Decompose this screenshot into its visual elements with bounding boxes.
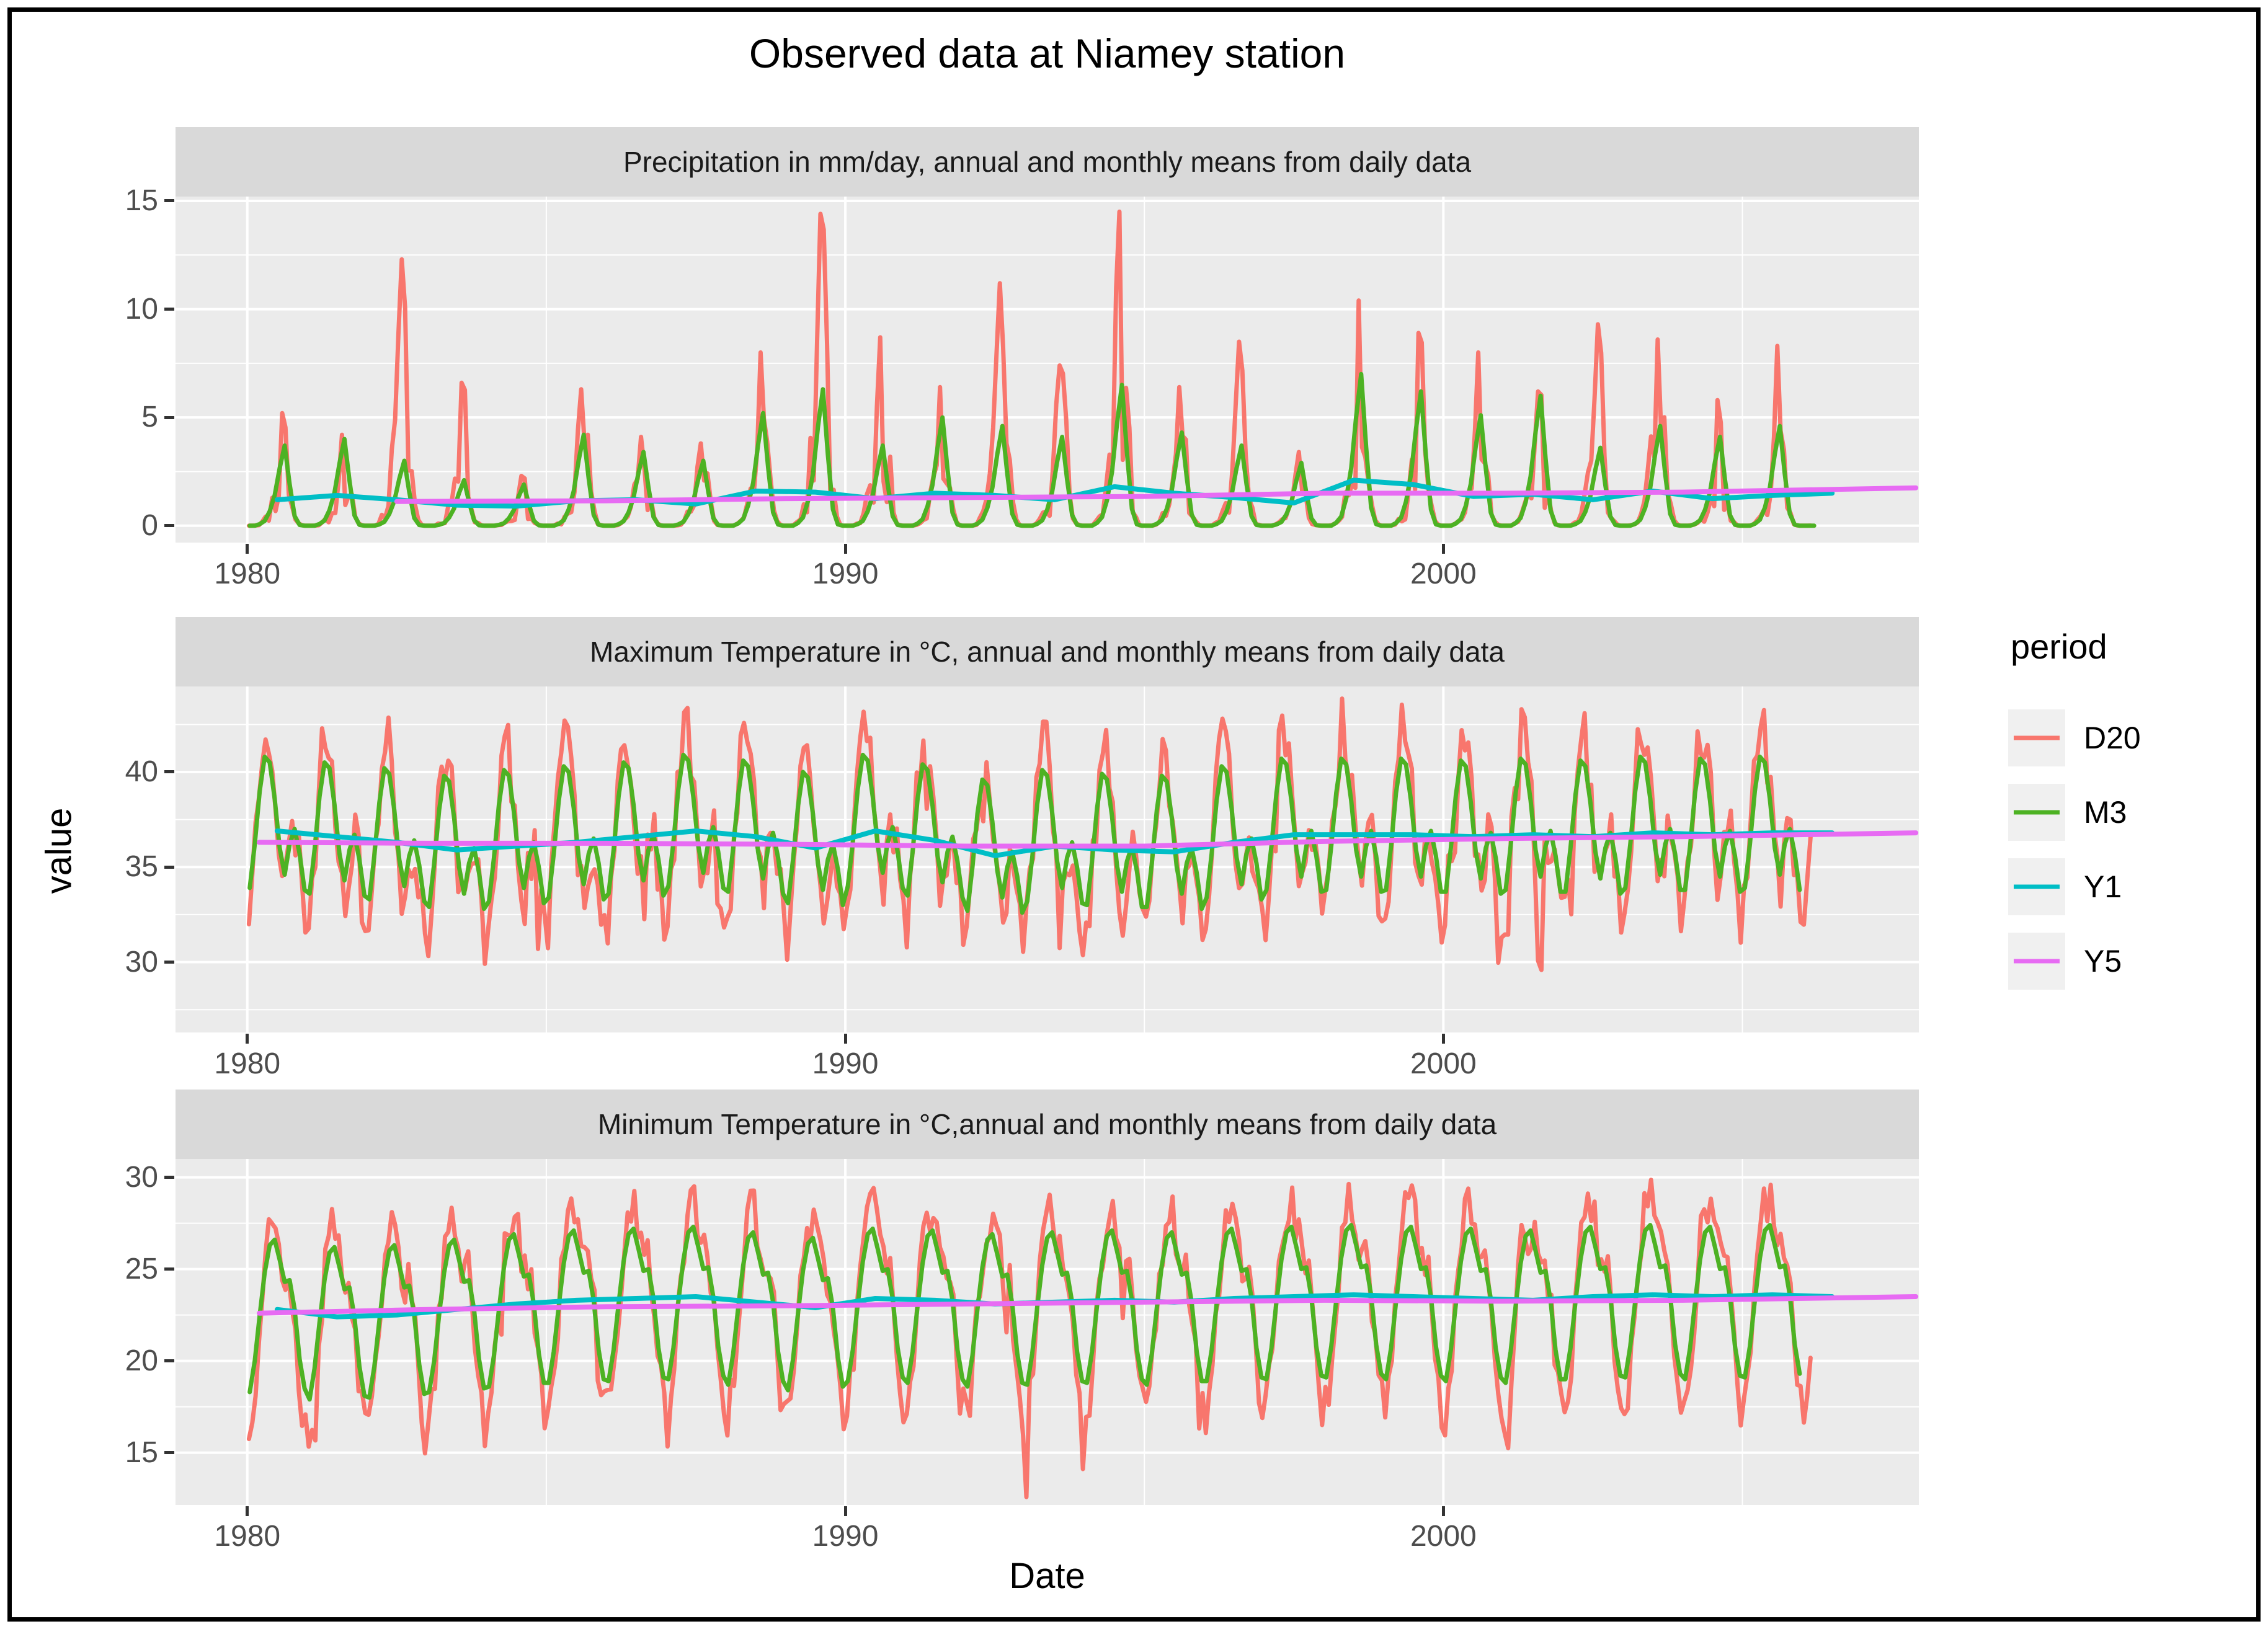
series-m3-line xyxy=(247,1223,1802,1402)
legend-item-label: D20 xyxy=(2084,721,2141,755)
panel-plot-max-temperature xyxy=(176,686,1919,1032)
facet-strip-precipitation: Precipitation in mm/day, annual and mont… xyxy=(176,127,1919,197)
x-tick-mark xyxy=(246,544,249,554)
y-tick-mark xyxy=(164,1359,174,1363)
series-y5-line xyxy=(257,830,1919,849)
x-tick-mark xyxy=(246,1034,249,1044)
y-tick-mark xyxy=(164,961,174,964)
x-tick-label: 1980 xyxy=(214,1520,281,1553)
legend-title: period xyxy=(2011,627,2107,666)
y-tick-mark xyxy=(164,415,174,419)
y-tick-label: 30 xyxy=(125,1160,158,1194)
chart-title: Observed data at Niamey station xyxy=(749,30,1346,76)
y-tick-label: 15 xyxy=(125,1436,158,1469)
x-tick-mark xyxy=(246,1506,249,1516)
x-tick-label: 2000 xyxy=(1410,1520,1477,1553)
x-tick-label: 1990 xyxy=(812,1520,879,1553)
x-tick-label: 1990 xyxy=(812,557,879,590)
series-m3-line xyxy=(247,371,1817,528)
legend-key-y1 xyxy=(2008,858,2065,915)
series-y1-line xyxy=(274,477,1835,509)
y-tick-mark xyxy=(164,1267,174,1271)
y-tick-mark xyxy=(164,1176,174,1179)
y-tick-mark xyxy=(164,1451,174,1455)
y-tick-mark xyxy=(164,770,174,774)
x-tick-mark xyxy=(843,544,847,554)
y-tick-label: 30 xyxy=(125,945,158,979)
legend-item-label: Y1 xyxy=(2084,869,2122,904)
y-tick-label: 40 xyxy=(125,755,158,788)
facet-strip-min-temperature: Minimum Temperature in °C,annual and mon… xyxy=(176,1090,1919,1159)
series-m3-line xyxy=(247,752,1802,915)
y-tick-mark xyxy=(164,865,174,869)
x-tick-label: 1980 xyxy=(214,1047,281,1080)
x-axis-title: Date xyxy=(1009,1556,1085,1596)
x-tick-label: 2000 xyxy=(1410,557,1477,590)
legend-item-label: M3 xyxy=(2084,795,2127,830)
legend-key-m3 xyxy=(2008,784,2065,841)
legend-key-y5 xyxy=(2008,933,2065,990)
legend-item-label: Y5 xyxy=(2084,944,2122,979)
x-tick-label: 1990 xyxy=(812,1047,879,1080)
x-tick-mark xyxy=(1441,1506,1445,1516)
y-tick-label: 10 xyxy=(125,292,158,326)
panel-plot-min-temperature xyxy=(176,1159,1919,1505)
x-tick-mark xyxy=(1441,544,1445,554)
series-y5-line xyxy=(257,1294,1919,1316)
x-tick-mark xyxy=(1441,1034,1445,1044)
y-tick-label: 15 xyxy=(125,184,158,217)
y-tick-mark xyxy=(164,308,174,311)
y-tick-label: 35 xyxy=(125,850,158,884)
x-tick-mark xyxy=(843,1506,847,1516)
y-tick-label: 20 xyxy=(125,1344,158,1377)
series-y5-line xyxy=(394,485,1919,504)
x-tick-mark xyxy=(843,1034,847,1044)
y-tick-label: 5 xyxy=(141,401,158,434)
y-tick-mark xyxy=(164,199,174,203)
x-tick-label: 1980 xyxy=(214,557,281,590)
y-tick-mark xyxy=(164,524,174,528)
y-tick-label: 0 xyxy=(141,508,158,542)
x-tick-label: 2000 xyxy=(1410,1047,1477,1080)
facet-strip-max-temperature: Maximum Temperature in °C, annual and mo… xyxy=(176,617,1919,686)
y-tick-label: 25 xyxy=(125,1252,158,1285)
panel-plot-precipitation xyxy=(176,197,1919,543)
legend-key-d20 xyxy=(2008,709,2065,766)
